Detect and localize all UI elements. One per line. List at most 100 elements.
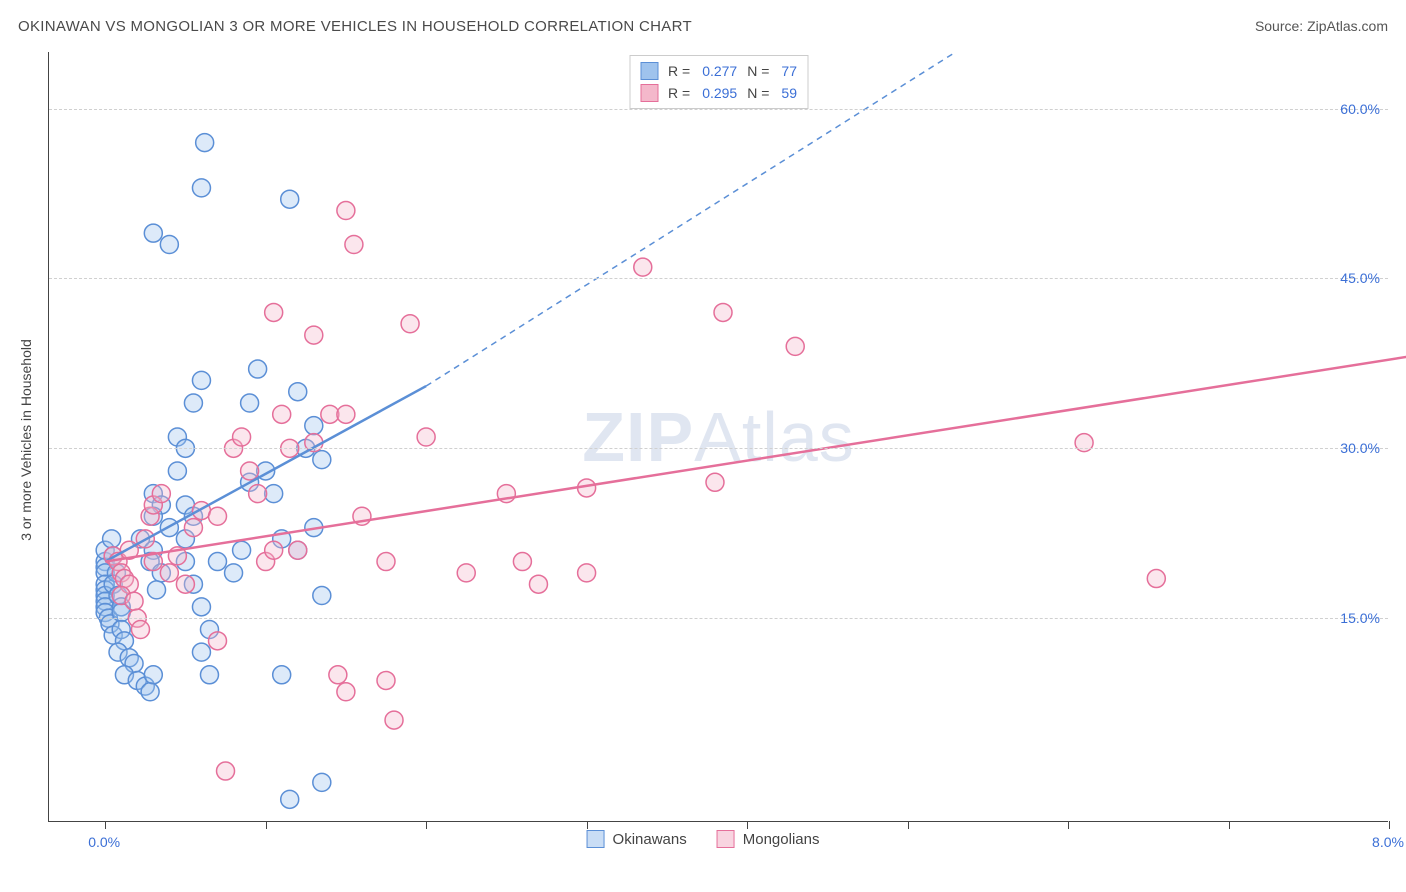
- scatter-point: [249, 485, 267, 503]
- scatter-point: [273, 666, 291, 684]
- scatter-point: [337, 405, 355, 423]
- x-tick: [1229, 821, 1230, 829]
- plot-area: ZIPAtlas R =0.277N =77R =0.295N =59 15.0…: [48, 52, 1388, 822]
- scatter-point: [634, 258, 652, 276]
- r-label: R =: [668, 85, 690, 101]
- scatter-point: [714, 303, 732, 321]
- scatter-point: [184, 394, 202, 412]
- scatter-point: [152, 485, 170, 503]
- gridline: [49, 448, 1388, 449]
- scatter-point: [265, 541, 283, 559]
- scatter-point: [160, 564, 178, 582]
- legend-bottom: Okinawans Mongolians: [587, 830, 820, 848]
- scatter-point: [305, 326, 323, 344]
- y-tick-label: 60.0%: [1340, 101, 1380, 117]
- legend-top: R = 0.277 N = 77 R = 0.295 N = 59: [629, 55, 808, 109]
- scatter-point: [200, 666, 218, 684]
- scatter-point: [345, 236, 363, 254]
- scatter-point: [578, 564, 596, 582]
- scatter-point: [529, 575, 547, 593]
- scatter-point: [329, 666, 347, 684]
- scatter-point: [313, 587, 331, 605]
- scatter-point: [289, 541, 307, 559]
- x-tick: [426, 821, 427, 829]
- plot-svg: [49, 52, 1388, 821]
- scatter-point: [513, 553, 531, 571]
- scatter-point: [160, 236, 178, 254]
- y-tick-label: 45.0%: [1340, 270, 1380, 286]
- scatter-point: [225, 564, 243, 582]
- scatter-point: [1147, 570, 1165, 588]
- r-label: R =: [668, 63, 690, 79]
- source-label: Source: ZipAtlas.com: [1255, 18, 1388, 34]
- x-tick-label: 0.0%: [88, 834, 120, 850]
- scatter-point: [103, 530, 121, 548]
- scatter-point: [265, 303, 283, 321]
- n-value: 77: [781, 63, 797, 79]
- scatter-point: [209, 553, 227, 571]
- scatter-point: [233, 428, 251, 446]
- chart-title: OKINAWAN VS MONGOLIAN 3 OR MORE VEHICLES…: [18, 18, 692, 35]
- scatter-point: [148, 581, 166, 599]
- scatter-point: [377, 553, 395, 571]
- y-tick-label: 30.0%: [1340, 440, 1380, 456]
- x-tick: [1389, 821, 1390, 829]
- legend-swatch: [640, 84, 658, 102]
- scatter-point: [281, 190, 299, 208]
- scatter-point: [313, 451, 331, 469]
- x-tick: [105, 821, 106, 829]
- scatter-point: [168, 462, 186, 480]
- scatter-point: [305, 417, 323, 435]
- scatter-point: [457, 564, 475, 582]
- scatter-point: [192, 371, 210, 389]
- scatter-point: [417, 428, 435, 446]
- scatter-point: [131, 621, 149, 639]
- legend-swatch: [640, 62, 658, 80]
- scatter-point: [176, 575, 194, 593]
- scatter-point: [144, 224, 162, 242]
- scatter-point: [217, 762, 235, 780]
- r-value: 0.277: [702, 63, 737, 79]
- legend-bottom-item: Mongolians: [717, 830, 820, 848]
- scatter-point: [241, 462, 259, 480]
- x-tick: [747, 821, 748, 829]
- legend-label: Mongolians: [743, 831, 820, 848]
- legend-swatch: [717, 830, 735, 848]
- scatter-point: [241, 394, 259, 412]
- scatter-point: [184, 519, 202, 537]
- scatter-point: [233, 541, 251, 559]
- gridline: [49, 109, 1388, 110]
- scatter-point: [125, 592, 143, 610]
- scatter-point: [377, 671, 395, 689]
- scatter-point: [786, 337, 804, 355]
- scatter-point: [196, 134, 214, 152]
- x-tick-label: 8.0%: [1372, 834, 1404, 850]
- scatter-point: [209, 507, 227, 525]
- scatter-point: [192, 179, 210, 197]
- legend-swatch: [587, 830, 605, 848]
- r-value: 0.295: [702, 85, 737, 101]
- x-tick: [1068, 821, 1069, 829]
- y-tick-label: 15.0%: [1340, 610, 1380, 626]
- scatter-point: [192, 643, 210, 661]
- scatter-point: [281, 790, 299, 808]
- scatter-point: [249, 360, 267, 378]
- x-tick: [587, 821, 588, 829]
- legend-top-row: R = 0.295 N = 59: [640, 82, 797, 104]
- scatter-point: [385, 711, 403, 729]
- legend-top-row: R =0.277N =77: [640, 60, 797, 82]
- scatter-point: [192, 598, 210, 616]
- scatter-point: [313, 773, 331, 791]
- scatter-point: [144, 666, 162, 684]
- x-tick: [908, 821, 909, 829]
- n-label: N =: [747, 85, 769, 101]
- chart-container: OKINAWAN VS MONGOLIAN 3 OR MORE VEHICLES…: [0, 0, 1406, 892]
- scatter-point: [337, 683, 355, 701]
- legend-label: Okinawans: [613, 831, 687, 848]
- gridline: [49, 618, 1388, 619]
- scatter-point: [209, 632, 227, 650]
- scatter-point: [141, 683, 159, 701]
- scatter-point: [706, 473, 724, 491]
- legend-bottom-item: Okinawans: [587, 830, 687, 848]
- n-value: 59: [781, 85, 797, 101]
